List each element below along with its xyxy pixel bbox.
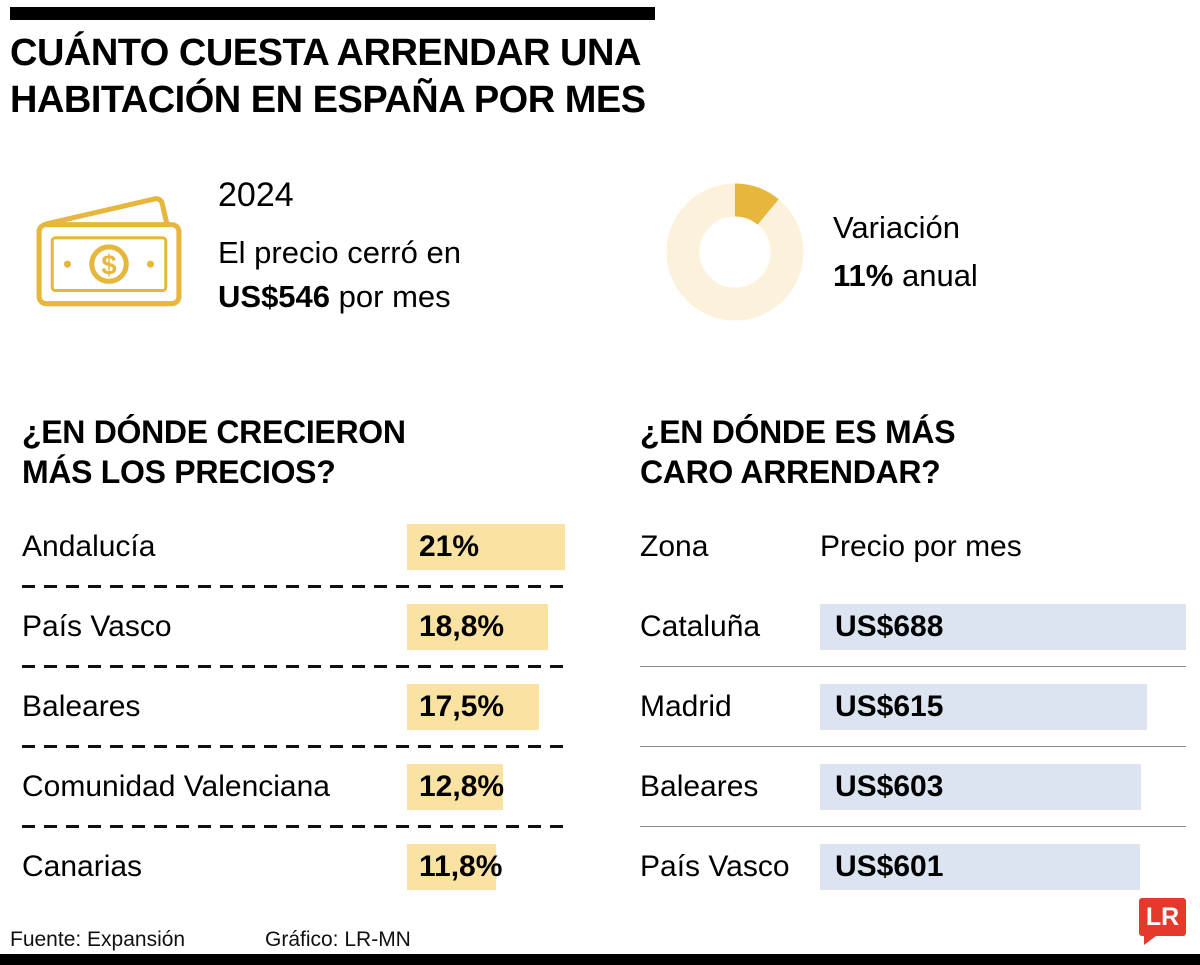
price-suffix: por mes [338, 279, 451, 314]
growth-row: Canarias 11,8% [22, 827, 565, 907]
page-title-line1: CUÁNTO CUESTA ARRENDAR UNA [10, 32, 641, 74]
growth-bar-track: 11,8% [407, 844, 565, 890]
price-bar-track: US$615 [820, 684, 1186, 730]
price-summary: $ 2024 El precio cerró en US$546 por mes [33, 176, 461, 319]
price-summary-text: 2024 El precio cerró en US$546 por mes [218, 176, 461, 319]
zone-label: Cataluña [640, 610, 761, 643]
year-label: 2024 [218, 176, 294, 214]
column-header-zone: Zona [640, 530, 709, 563]
region-label: Canarias [22, 850, 143, 883]
growth-bar-track: 12,8% [407, 764, 565, 810]
price-row: Cataluña US$688 [640, 587, 1186, 667]
variation-suffix: anual [901, 258, 978, 293]
price-section-title: ¿EN DÓNDE ES MÁS CARO ARRENDAR? [640, 412, 956, 492]
price-title-line1: ¿EN DÓNDE ES MÁS [640, 414, 956, 450]
growth-title-line1: ¿EN DÓNDE CRECIERON [22, 414, 406, 450]
price-bar-track: US$688 [820, 604, 1186, 650]
price-bar: US$615 [820, 684, 1148, 730]
growth-row: Comunidad Valenciana 12,8% [22, 747, 565, 828]
variation-text: Variación 11% anual [833, 204, 978, 300]
graphic-credit: Gráfico: LR-MN [265, 928, 411, 951]
svg-text:$: $ [101, 249, 116, 280]
price-value: US$615 [835, 690, 944, 723]
growth-bar-track: 17,5% [407, 684, 565, 730]
growth-row: Andalucía 21% [22, 507, 565, 588]
price-bar: US$688 [820, 604, 1186, 650]
donut-segment [666, 183, 804, 321]
price-table: Zona Precio por mes Cataluña US$688 Madr… [640, 507, 1186, 907]
zone-label: País Vasco [640, 850, 790, 883]
region-label: Baleares [22, 690, 141, 723]
price-row: Madrid US$615 [640, 667, 1186, 747]
price-prefix: El precio cerró en [218, 235, 461, 270]
zone-label: Madrid [640, 690, 732, 723]
donut-ring [666, 183, 804, 321]
page-title: CUÁNTO CUESTA ARRENDAR UNA HABITACIÓN EN… [10, 30, 646, 124]
price-row: País Vasco US$601 [640, 827, 1186, 907]
growth-row: Baleares 17,5% [22, 667, 565, 748]
price-title-line2: CARO ARRENDAR? [640, 454, 941, 490]
price-bar-track: US$601 [820, 844, 1186, 890]
region-label: País Vasco [22, 610, 172, 643]
zone-label: Baleares [640, 770, 759, 803]
variation-value-line: 11% anual [833, 252, 978, 300]
page-title-line2: HABITACIÓN EN ESPAÑA POR MES [10, 79, 646, 121]
price-bar: US$603 [820, 764, 1141, 810]
price-value: US$546 [218, 279, 331, 314]
growth-bar: 18,8% [407, 604, 549, 650]
price-text: El precio cerró en US$546 por mes [218, 231, 461, 319]
growth-value: 18,8% [419, 610, 505, 643]
price-value: US$688 [835, 610, 944, 643]
growth-bar-list: Andalucía 21% País Vasco 18,8% Baleares … [22, 507, 565, 907]
price-table-header: Zona Precio por mes [640, 507, 1186, 587]
lr-logo-text: LR [1145, 902, 1180, 931]
price-value: US$603 [835, 770, 944, 803]
source-credit: Fuente: Expansión [10, 928, 186, 951]
growth-bar: 11,8% [407, 844, 502, 890]
region-label: Andalucía [22, 530, 156, 563]
variation-donut-chart [666, 183, 804, 321]
growth-title-line2: MÁS LOS PRECIOS? [22, 454, 336, 490]
growth-bar-track: 21% [407, 524, 565, 570]
price-row: Baleares US$603 [640, 747, 1186, 827]
growth-bar-track: 18,8% [407, 604, 565, 650]
growth-value: 11,8% [419, 850, 503, 883]
growth-bar: 21% [407, 524, 565, 570]
price-value: US$601 [835, 850, 944, 883]
growth-bar: 17,5% [407, 684, 539, 730]
growth-value: 12,8% [419, 770, 505, 803]
growth-bar: 12,8% [407, 764, 505, 810]
growth-value: 21% [419, 530, 480, 563]
growth-row: País Vasco 18,8% [22, 587, 565, 668]
variation-value: 11% [833, 258, 894, 293]
growth-section-title: ¿EN DÓNDE CRECIERON MÁS LOS PRECIOS? [22, 412, 406, 492]
region-label: Comunidad Valenciana [22, 770, 330, 803]
column-header-price: Precio por mes [820, 530, 1022, 563]
price-bar-track: US$603 [820, 764, 1186, 810]
bottom-accent-bar [0, 954, 1200, 965]
variation-label: Variación [833, 210, 960, 245]
top-accent-bar [10, 7, 655, 20]
money-bill-icon: $ [36, 196, 182, 307]
lr-logo: LR [1139, 898, 1186, 945]
price-bar: US$601 [820, 844, 1140, 890]
variation-summary: Variación 11% anual [665, 182, 978, 322]
growth-value: 17,5% [419, 690, 505, 723]
